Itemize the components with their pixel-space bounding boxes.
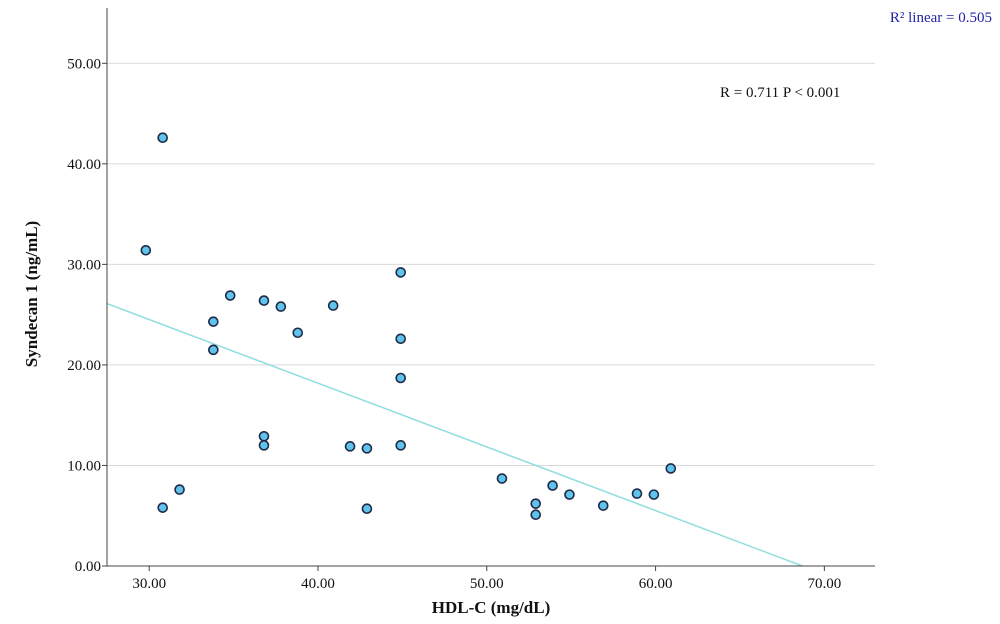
x-tick-label: 60.00 [639,576,673,592]
data-point [275,301,287,312]
data-point [597,500,609,511]
data-point [208,316,219,327]
data-point [224,290,236,301]
data-point [564,489,575,500]
fit-line [106,302,803,567]
y-tick-label: 0.00 [75,559,101,575]
data-point [665,463,677,474]
data-point [530,509,542,521]
data-point [258,440,270,451]
data-point [344,441,356,452]
data-point [631,488,643,499]
y-tick-label: 40.00 [67,157,101,173]
data-point [258,431,270,442]
data-point [157,502,169,513]
data-point [327,300,339,311]
data-point [140,245,152,256]
y-axis-title: Syndecan 1 (ng/mL) [22,221,41,367]
tick-layer: 0.00 10.00 20.00 30.00 40.00 50.00 30.00 40.00 5… [67,56,841,592]
data-point [292,327,304,339]
grid-layer [107,62,875,466]
axis-layer [106,8,875,567]
x-axis-title: HDL-C (mg/dL) [432,598,551,617]
data-point [174,484,185,495]
y-tick-label: 20.00 [67,358,101,374]
point-layer [140,132,677,521]
fit-layer [106,302,803,567]
r2-linear-label: R² linear = 0.505 [890,10,992,26]
data-point [496,473,508,484]
data-point [361,443,373,454]
data-point [157,132,169,143]
data-point [547,480,558,491]
x-tick-label: 30.00 [132,576,166,592]
y-tick-label: 30.00 [67,257,101,273]
x-tick-label: 40.00 [301,576,335,592]
data-point [361,503,373,514]
correlation-annotation: R = 0.711 P < 0.001 [720,85,840,101]
data-point [530,498,542,509]
data-point [395,372,406,384]
data-point [648,489,660,500]
data-point [395,267,406,278]
y-tick-label: 10.00 [67,458,101,474]
data-point [258,295,270,306]
y-tick-label: 50.00 [67,56,101,72]
data-point [395,333,406,345]
x-tick-label: 70.00 [807,576,841,592]
x-tick-label: 50.00 [470,576,504,592]
data-point [208,344,219,356]
data-point [395,440,406,451]
